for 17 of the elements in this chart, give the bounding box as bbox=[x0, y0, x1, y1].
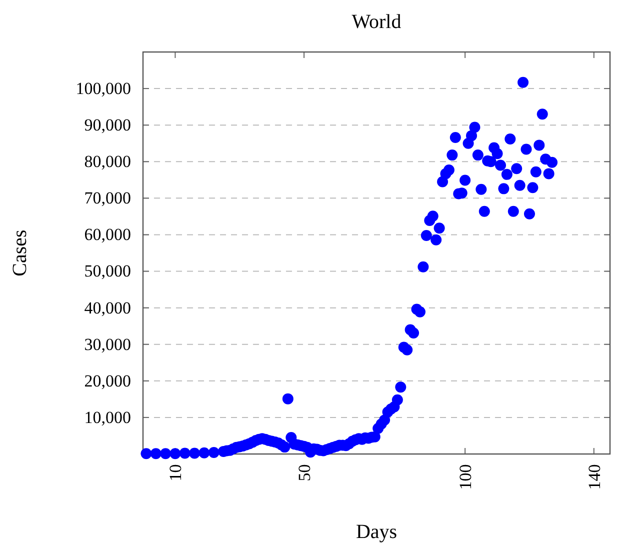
x-tick-label: 140 bbox=[584, 464, 604, 490]
y-tick-label: 60,000 bbox=[84, 225, 131, 244]
y-tick-label: 30,000 bbox=[84, 334, 131, 354]
y-tick-label: 50,000 bbox=[84, 262, 131, 281]
chart-title: World bbox=[352, 11, 402, 33]
y-tick-label: 40,000 bbox=[84, 298, 131, 318]
y-tick-label: 80,000 bbox=[84, 152, 131, 172]
x-tick-label: 50 bbox=[294, 464, 314, 482]
x-tick-label: 10 bbox=[166, 464, 186, 482]
x-tick-label: 100 bbox=[456, 464, 476, 490]
y-tick-label: 100,000 bbox=[76, 78, 131, 98]
x-axis-title: Days bbox=[356, 521, 398, 543]
y-axis-title: Cases bbox=[9, 229, 31, 276]
y-tick-label: 20,000 bbox=[84, 371, 131, 390]
y-tick-label: 70,000 bbox=[84, 188, 131, 208]
y-tick-label: 90,000 bbox=[84, 116, 131, 135]
y-tick-label: 10,000 bbox=[84, 408, 131, 427]
